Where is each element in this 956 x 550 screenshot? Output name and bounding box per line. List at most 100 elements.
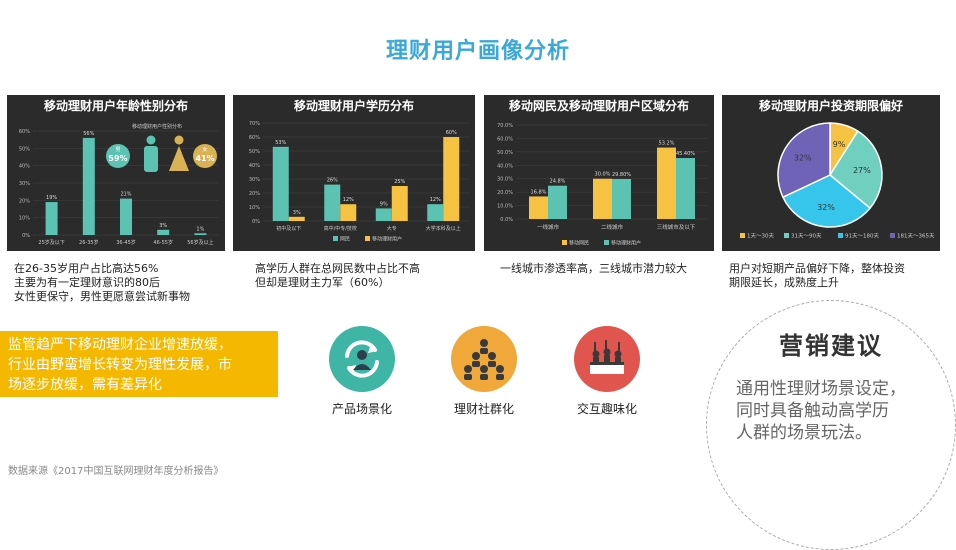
- legend-swatch: [784, 233, 789, 238]
- education-x-label: 高中/中专/技校: [324, 225, 357, 232]
- age-chart-panel: 移动理财用户年龄性别分布 0% 10% 20% 30% 40% 50% 60% 19% 25岁及…: [7, 95, 225, 251]
- region-description: 一线城市渗透率高，三线城市潜力较大: [500, 262, 687, 276]
- legend-swatch: [890, 233, 895, 238]
- y-tick-label: 40%: [19, 164, 30, 170]
- y-tick-label: 30%: [19, 181, 30, 187]
- region-bar: [657, 147, 676, 219]
- legend-swatch: [333, 236, 338, 241]
- education-bar: [340, 204, 357, 221]
- region-x-label: 二线城市: [601, 223, 624, 231]
- legend-label: 移动理财用户: [611, 240, 641, 247]
- region-bar-label: 30.0%: [595, 172, 611, 178]
- female-value: 41%: [195, 154, 214, 163]
- pie-slice: [781, 174, 872, 228]
- y-tick-label: 10%: [249, 205, 260, 211]
- region-bar: [612, 178, 631, 219]
- advice-line: 同时具备触动高学历: [736, 401, 889, 421]
- legend-label: 移动理财用户: [372, 236, 402, 243]
- term-description: 用户对短期产品偏好下降，整体投资 期限延长，成熟度上升: [729, 262, 905, 290]
- education-bar-label: 25%: [394, 179, 405, 185]
- age-bar: [194, 233, 207, 235]
- y-tick-label: 30.0%: [497, 177, 513, 183]
- age-bar-label: 56%: [83, 131, 94, 137]
- desc-line: 高学历人群在总网民数中占比不高: [255, 262, 420, 275]
- page-title: 理财用户画像分析: [385, 39, 570, 64]
- desc-line: 但却是理财主力军（60%）: [255, 276, 390, 289]
- age-bar: [120, 198, 132, 235]
- region-bar-label: 45.40%: [676, 151, 695, 157]
- advice-line: 通用性理财场景设定，: [736, 379, 906, 399]
- region-bar-label: 53.2%: [659, 141, 675, 147]
- y-tick-label: 20%: [19, 198, 30, 204]
- female-label: 女: [202, 146, 207, 153]
- education-bar-label: 3%: [293, 210, 301, 216]
- interaction-icon: [574, 326, 640, 392]
- y-tick-label: 40%: [249, 163, 260, 169]
- education-bar: [272, 146, 289, 221]
- term-pie-chart: 9% 27% 32% 32% 1天～30天 31天～90天 91天～180天 181天～365…: [740, 122, 935, 240]
- age-x-label: 25岁及以下: [38, 239, 64, 246]
- term-chart-title: 移动理财用户投资期限偏好: [758, 99, 903, 113]
- desc-line: 女性更保守，男性更愿意尝试新事物: [14, 290, 190, 303]
- y-tick-label: 20%: [249, 191, 260, 197]
- callout-line: 行业由野蛮增长转变为理性发展，市: [8, 357, 232, 373]
- y-tick-label: 60%: [249, 135, 260, 141]
- y-tick-label: 40.0%: [497, 163, 513, 169]
- y-tick-label: 10.0%: [497, 204, 513, 210]
- education-x-label: 大学本科及以上: [426, 225, 461, 232]
- callout-line: 场逐步放缓，需有差异化: [8, 377, 162, 393]
- age-x-label: 36-45岁: [116, 239, 136, 246]
- education-bar-label: 9%: [380, 201, 388, 207]
- desc-line: 在26-35岁用户占比高达56%: [14, 262, 159, 275]
- y-tick-label: 50%: [249, 149, 260, 155]
- scene-icon-label: 产品场景化: [331, 402, 392, 416]
- pie-slice-label: 32%: [817, 203, 835, 212]
- desc-line: 用户对短期产品偏好下降，整体投资: [729, 262, 905, 275]
- education-bar: [427, 204, 444, 221]
- region-bar: [676, 158, 695, 219]
- legend-label: 31天～90天: [791, 233, 822, 240]
- region-bar-label: 24.8%: [550, 179, 566, 185]
- region-bar: [529, 196, 548, 219]
- age-bar: [157, 229, 170, 235]
- education-bar-label: 12%: [430, 197, 441, 203]
- advice-title: 营销建议: [779, 332, 883, 360]
- legend-label: 网民: [340, 237, 350, 243]
- age-bar-label: 21%: [120, 192, 131, 198]
- female-value-circle: [193, 144, 217, 168]
- y-tick-label: 20.0%: [497, 190, 513, 196]
- community-icon-label: 理财社群化: [453, 402, 514, 416]
- education-chart-title: 移动理财用户学历分布: [293, 99, 414, 113]
- legend-label: 91天～180天: [845, 233, 879, 240]
- education-bar-label: 53%: [275, 140, 286, 146]
- education-bar-label: 12%: [343, 197, 354, 203]
- pie-slice-label: 9%: [833, 140, 846, 149]
- callout-line: 监管趋严下移动理财企业增速放缓，: [8, 337, 232, 353]
- community-icon: [451, 326, 517, 392]
- y-tick-label: 70%: [249, 121, 260, 127]
- desc-line: 主要为有一定理财意识的80后: [14, 276, 160, 289]
- desc-line: 期限延长，成熟度上升: [729, 276, 839, 289]
- region-bar: [593, 178, 612, 219]
- female-figure-icon: [169, 146, 189, 171]
- data-source: 数据来源《2017中国互联网理财年度分析报告》: [8, 466, 224, 477]
- scene-icon: [329, 326, 395, 392]
- advice-text: 通用性理财场景设定， 同时具备触动高学历 人群的场景玩法。: [736, 378, 946, 444]
- male-value: 59%: [108, 154, 127, 163]
- age-description: 在26-35岁用户占比高达56% 主要为有一定理财意识的80后 女性更保守，男性…: [14, 262, 190, 304]
- education-bar-label: 26%: [327, 178, 338, 184]
- term-chart-panel: 移动理财用户投资期限偏好 9% 27% 32% 32% 1天～30天 31天～90天 91天…: [722, 95, 940, 251]
- region-x-label: 一线城市: [537, 223, 560, 231]
- age-bar-label: 19%: [46, 195, 57, 201]
- advice-line: 人群的场景玩法。: [736, 423, 872, 443]
- interaction-icon-label: 交互趣味化: [576, 402, 637, 416]
- age-x-label: 26-35岁: [79, 239, 99, 246]
- education-x-label: 初中及以下: [276, 225, 301, 232]
- age-x-label: 56岁及以上: [187, 239, 213, 246]
- education-chart-panel: 移动理财用户学历分布 0% 10% 20% 30% 40% 50% 60% 70% 53% 3% 初…: [233, 95, 475, 251]
- y-tick-label: 60%: [19, 129, 30, 135]
- education-bar: [324, 184, 341, 221]
- female-figure-icon: [174, 135, 184, 145]
- y-tick-label: 0.0%: [500, 217, 513, 223]
- education-bar: [288, 216, 305, 221]
